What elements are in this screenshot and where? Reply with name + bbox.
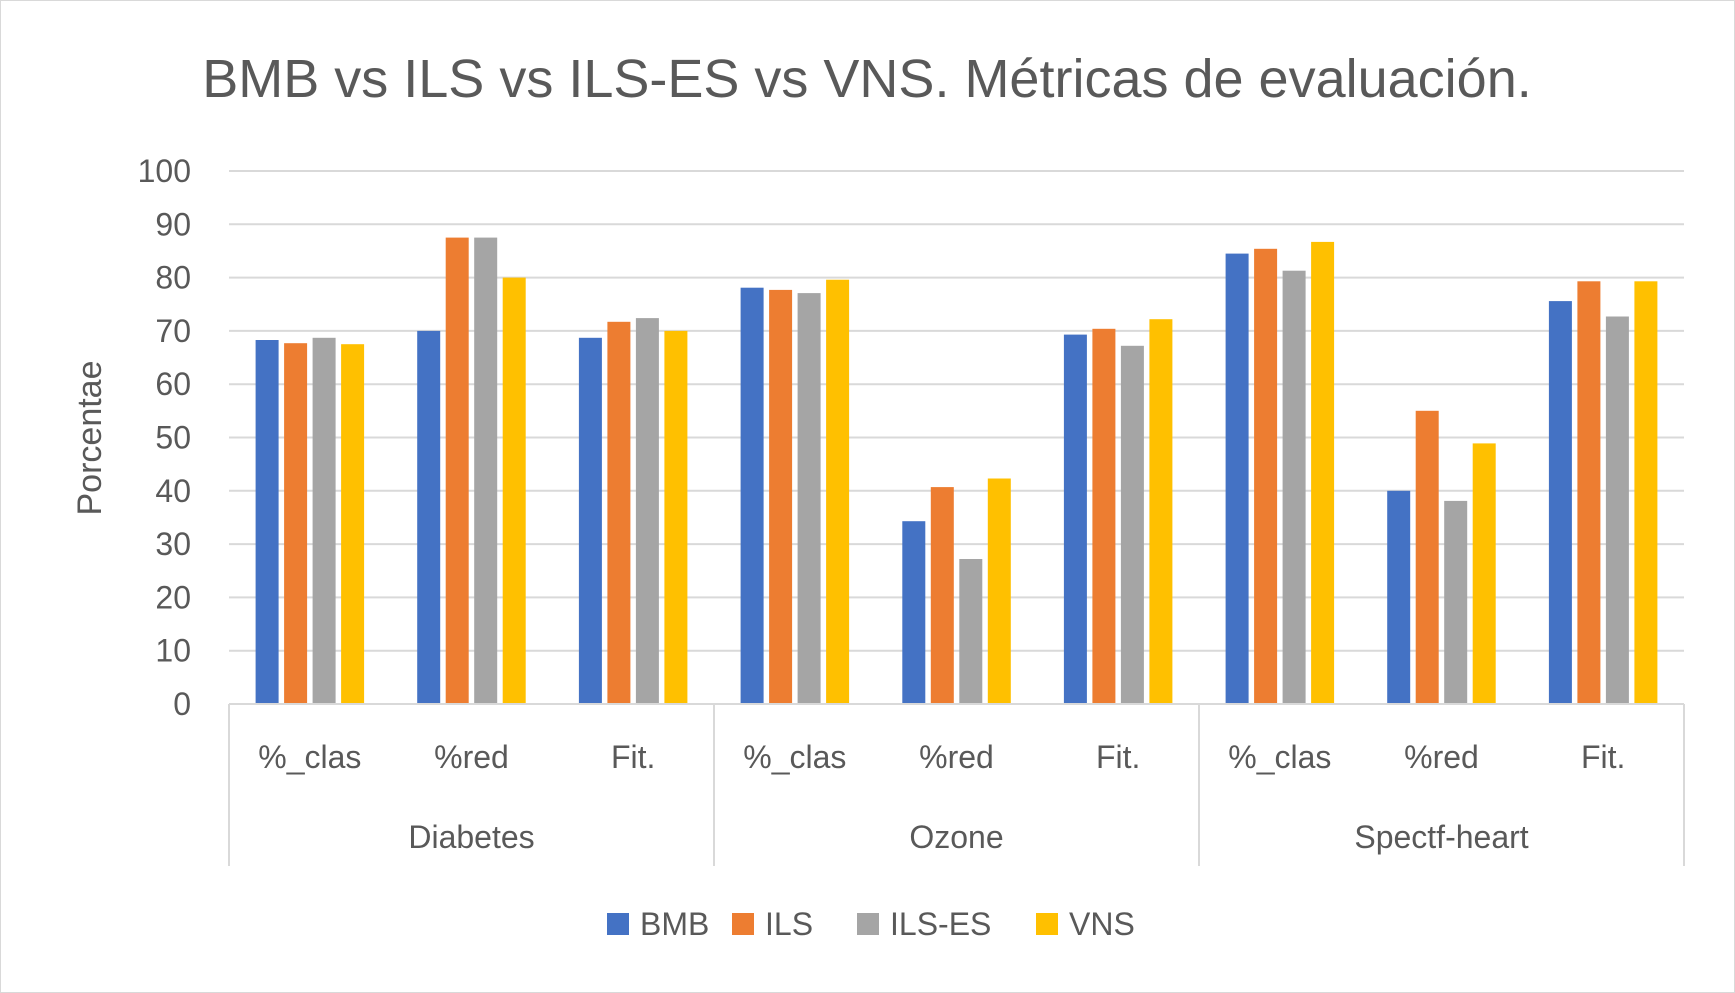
bar-bmb (578, 337, 602, 704)
bar-ils (769, 289, 793, 704)
bar-bmb (255, 340, 279, 704)
gridlines (229, 170, 1684, 652)
y-tick-label: 30 (155, 526, 191, 562)
legend-swatch-ils-es (857, 913, 879, 935)
bar-ils (1254, 248, 1278, 705)
bar-bmb (1387, 490, 1411, 704)
bar-bmb (417, 330, 441, 704)
x-category-label: %red (919, 739, 994, 775)
bar-vns (1149, 319, 1173, 704)
bar-vns (664, 330, 688, 704)
x-category-label: Fit. (1581, 739, 1625, 775)
bar-ils (445, 237, 469, 704)
bar-ils (607, 321, 631, 704)
bar-ils (284, 343, 308, 704)
bar-ils (1415, 410, 1439, 704)
y-tick-label: 10 (155, 633, 191, 669)
y-tick-label: 50 (155, 420, 191, 456)
bar-bmb (740, 287, 764, 704)
legend: BMB ILS ILS-ES VNS (607, 906, 1135, 942)
legend-label: BMB (640, 906, 709, 942)
bar-vns (1311, 241, 1335, 704)
bar-ils (1577, 281, 1601, 704)
legend-swatch-ils (732, 913, 754, 935)
bar-ils (930, 487, 954, 704)
chart-title: BMB vs ILS vs ILS-ES vs VNS. Métricas de… (202, 49, 1532, 109)
bar-vns (826, 279, 850, 704)
legend-label: ILS (765, 906, 813, 942)
y-tick-label: 100 (138, 153, 191, 189)
bar-vns (341, 344, 365, 704)
y-tick-label: 80 (155, 260, 191, 296)
legend-swatch-bmb (607, 913, 629, 935)
x-category-label: %red (434, 739, 509, 775)
bar-bmb (1063, 334, 1087, 704)
y-tick-label: 70 (155, 313, 191, 349)
bar-bmb (902, 521, 926, 704)
y-tick-label: 20 (155, 579, 191, 615)
bar-ils-es (1120, 345, 1144, 704)
x-group-label: Ozone (909, 819, 1003, 855)
bar-vns (987, 478, 1011, 704)
y-tick-label: 60 (155, 366, 191, 402)
y-tick-label: 40 (155, 473, 191, 509)
bar-bmb (1548, 301, 1572, 704)
legend-label: VNS (1069, 906, 1135, 942)
bar-bmb (1225, 253, 1249, 704)
bar-ils-es (1282, 270, 1306, 704)
bar-ils-es (474, 237, 498, 704)
legend-label: ILS-ES (890, 906, 991, 942)
x-axis: %_clas %red Fit. Diabetes %_clas %red Fit. Ozon… (228, 703, 1685, 866)
x-category-label: %_clas (743, 739, 846, 775)
y-tick-label: 90 (155, 206, 191, 242)
x-category-label: Fit. (1096, 739, 1140, 775)
bar-ils-es (312, 337, 336, 704)
bars (255, 237, 1658, 705)
x-category-label: %_clas (1228, 739, 1331, 775)
legend-swatch-vns (1036, 913, 1058, 935)
bar-vns (502, 277, 526, 704)
y-axis-label: Porcentae (71, 361, 109, 516)
bar-vns (1472, 443, 1496, 704)
bar-ils-es (1444, 500, 1468, 704)
bar-vns (1634, 281, 1658, 704)
x-category-label: Fit. (611, 739, 655, 775)
bar-ils-es (1605, 316, 1629, 704)
y-axis-ticks: 0 10 20 30 40 50 60 70 80 90 100 (138, 153, 191, 722)
bar-ils-es (635, 318, 659, 704)
x-category-label: %red (1404, 739, 1479, 775)
bar-ils-es (797, 293, 821, 704)
x-category-label: %_clas (258, 739, 361, 775)
bar-ils-es (959, 559, 983, 704)
x-group-label: Diabetes (408, 819, 534, 855)
bar-ils (1092, 328, 1116, 704)
y-tick-label: 0 (173, 686, 191, 722)
x-group-label: Spectf-heart (1354, 819, 1528, 855)
